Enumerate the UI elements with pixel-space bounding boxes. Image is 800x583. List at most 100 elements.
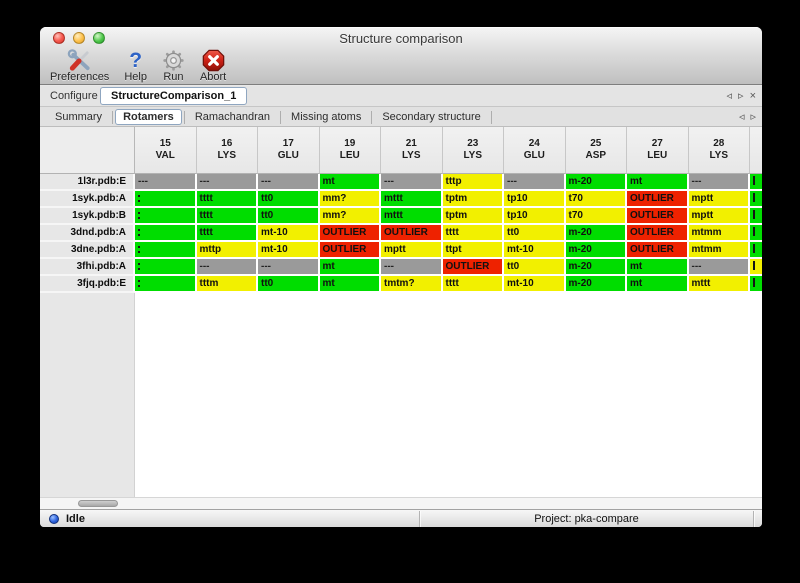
tab-ramachandran[interactable]: Ramachandran <box>194 111 271 123</box>
rotamer-cell[interactable]: ttpt <box>442 242 504 259</box>
row-label[interactable]: 1syk.pdb:A <box>40 191 135 208</box>
rotamer-cell[interactable]: OUTLIER <box>319 242 381 259</box>
rotamer-cell[interactable]: mm? <box>319 208 381 225</box>
tab-secondary-structure[interactable]: Secondary structure <box>382 111 481 123</box>
rotamer-cell[interactable]: tt0 <box>258 191 320 208</box>
rotamer-cell[interactable]: --- <box>196 259 258 276</box>
rotamer-cell[interactable]: tt0 <box>258 276 320 293</box>
rotamer-cell[interactable]: mt <box>627 174 689 191</box>
rotamer-cell[interactable]: tt0 <box>504 225 566 242</box>
row-label[interactable]: 3fhi.pdb:A <box>40 259 135 276</box>
rotamer-cell[interactable] <box>135 225 197 242</box>
rotamer-cell[interactable]: --- <box>381 259 443 276</box>
rotamer-cell[interactable] <box>135 276 197 293</box>
rotamer-cell[interactable]: mt-10 <box>258 242 320 259</box>
rotamer-cell[interactable]: mt-10 <box>504 276 566 293</box>
rotamer-cell[interactable]: --- <box>381 174 443 191</box>
rotamer-cell-clipped[interactable] <box>750 208 762 225</box>
rotamer-cell[interactable]: m-20 <box>565 259 627 276</box>
job-tab-structurecomparison-1[interactable]: StructureComparison_1 <box>100 87 248 105</box>
rotamer-cell[interactable]: m-20 <box>565 276 627 293</box>
tab-missing-atoms[interactable]: Missing atoms <box>291 111 362 123</box>
rotamer-cell[interactable]: --- <box>135 174 197 191</box>
row-label[interactable]: 3dnd.pdb:A <box>40 225 135 242</box>
rotamer-cell[interactable] <box>135 242 197 259</box>
rotamer-cell[interactable]: mttt <box>381 191 443 208</box>
rotamer-cell[interactable]: --- <box>258 259 320 276</box>
prev-job-icon[interactable]: ◃ <box>726 90 733 102</box>
rotamer-cell[interactable]: OUTLIER <box>627 225 689 242</box>
rotamer-cell[interactable]: mptt <box>381 242 443 259</box>
rotamer-cell[interactable]: mt-10 <box>258 225 320 242</box>
rotamer-cell[interactable]: --- <box>688 174 750 191</box>
rotamer-cell[interactable]: mt <box>627 276 689 293</box>
rotamer-cell[interactable]: tt0 <box>504 259 566 276</box>
rotamer-cell[interactable]: mt <box>319 276 381 293</box>
rotamer-cell[interactable]: mtmm <box>688 225 750 242</box>
rotamer-cell-clipped[interactable] <box>750 242 762 259</box>
rotamer-cell[interactable]: OUTLIER <box>442 259 504 276</box>
tab-summary[interactable]: Summary <box>55 111 103 123</box>
rotamer-cell[interactable]: --- <box>688 259 750 276</box>
row-label[interactable]: 1syk.pdb:B <box>40 208 135 225</box>
next-job-icon[interactable]: ▹ <box>738 90 744 102</box>
rotamer-cell[interactable]: OUTLIER <box>627 191 689 208</box>
rotamer-cell[interactable]: mt <box>319 174 381 191</box>
rotamer-cell[interactable]: tttt <box>196 225 258 242</box>
rotamer-cell-clipped[interactable] <box>750 276 762 293</box>
rotamer-cell[interactable]: mt-10 <box>504 242 566 259</box>
rotamer-cell[interactable]: mtmm <box>688 242 750 259</box>
rotamer-cell[interactable] <box>135 259 197 276</box>
rotamer-cell[interactable]: tttp <box>442 174 504 191</box>
rotamer-cell-clipped[interactable] <box>750 174 762 191</box>
prev-tab-icon[interactable]: ◃ <box>738 111 745 123</box>
rotamer-cell[interactable]: tttm <box>196 276 258 293</box>
rotamer-cell[interactable]: OUTLIER <box>627 208 689 225</box>
rotamer-cell[interactable]: mt <box>319 259 381 276</box>
rotamer-cell[interactable]: mttt <box>688 276 750 293</box>
rotamer-cell[interactable]: mttp <box>196 242 258 259</box>
rotamer-cell[interactable]: m-20 <box>565 174 627 191</box>
rotamer-cell[interactable]: mt <box>627 259 689 276</box>
help-button[interactable]: ? Help <box>124 49 147 83</box>
rotamer-cell[interactable]: tt0 <box>258 208 320 225</box>
rotamer-cell[interactable]: t70 <box>565 208 627 225</box>
horizontal-scrollbar[interactable] <box>40 497 762 509</box>
rotamer-cell[interactable]: --- <box>258 174 320 191</box>
rotamer-cell[interactable]: tttt <box>196 191 258 208</box>
rotamer-cell[interactable]: mm? <box>319 191 381 208</box>
run-button[interactable]: Run <box>162 49 185 83</box>
rotamer-cell[interactable]: OUTLIER <box>319 225 381 242</box>
rotamer-cell[interactable]: --- <box>504 174 566 191</box>
rotamer-cell[interactable]: mptt <box>688 191 750 208</box>
rotamer-cell[interactable]: tp10 <box>504 208 566 225</box>
rotamer-cell[interactable]: tptm <box>442 191 504 208</box>
scrollbar-thumb[interactable] <box>78 500 118 507</box>
rotamer-cell[interactable] <box>135 208 197 225</box>
rotamer-cell[interactable]: tttt <box>442 276 504 293</box>
rotamer-cell[interactable]: tmtm? <box>381 276 443 293</box>
minimize-window-button[interactable] <box>73 32 85 44</box>
rotamer-cell[interactable]: m-20 <box>565 242 627 259</box>
rotamer-cell[interactable]: m-20 <box>565 225 627 242</box>
rotamer-cell[interactable]: t70 <box>565 191 627 208</box>
next-tab-icon[interactable]: ▹ <box>750 111 756 123</box>
rotamer-cell[interactable]: OUTLIER <box>627 242 689 259</box>
rotamer-cell[interactable]: tttt <box>442 225 504 242</box>
zoom-window-button[interactable] <box>93 32 105 44</box>
abort-button[interactable]: Abort <box>200 49 226 83</box>
title-bar[interactable]: Structure comparison <box>40 27 762 49</box>
rotamer-cell[interactable]: tptm <box>442 208 504 225</box>
rotamer-cell[interactable]: --- <box>196 174 258 191</box>
row-label[interactable]: 3dne.pdb:A <box>40 242 135 259</box>
rotamer-cell-clipped[interactable] <box>750 191 762 208</box>
rotamer-cell[interactable]: tp10 <box>504 191 566 208</box>
tab-rotamers[interactable]: Rotamers <box>115 109 182 125</box>
row-label[interactable]: 1l3r.pdb:E <box>40 174 135 191</box>
rotamer-cell[interactable]: mttt <box>381 208 443 225</box>
rotamer-cell[interactable] <box>135 191 197 208</box>
rotamer-cell[interactable]: mptt <box>688 208 750 225</box>
rotamer-cell[interactable]: OUTLIER <box>381 225 443 242</box>
rotamer-cell-clipped[interactable] <box>750 259 762 276</box>
rotamer-cell-clipped[interactable] <box>750 225 762 242</box>
